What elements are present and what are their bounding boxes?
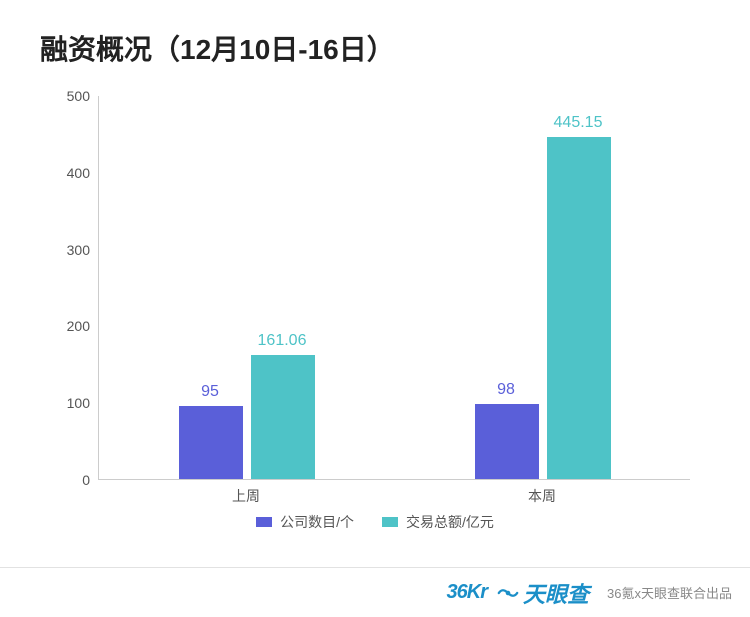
bar-value-label: 445.15 bbox=[554, 114, 603, 132]
y-tick: 200 bbox=[40, 318, 90, 334]
footer: 36Kr 天眼查 36氪x天眼查联合出品 bbox=[0, 567, 750, 617]
bar-value-label: 95 bbox=[201, 383, 219, 401]
y-tick: 400 bbox=[40, 165, 90, 181]
legend-label: 公司数目/个 bbox=[280, 512, 354, 532]
brand-tianyancha: 天眼查 bbox=[497, 577, 589, 609]
bar-value-label: 161.06 bbox=[258, 332, 307, 350]
legend-label: 交易总额/亿元 bbox=[406, 512, 494, 532]
plot-region bbox=[98, 96, 690, 480]
y-tick: 500 bbox=[40, 88, 90, 104]
legend-swatch bbox=[256, 517, 272, 527]
chart-title: 融资概况（12月10日-16日） bbox=[40, 28, 710, 68]
legend-item: 交易总额/亿元 bbox=[382, 512, 494, 532]
brand-tianyancha-text: 天眼查 bbox=[523, 577, 589, 609]
x-category-label: 上周 bbox=[232, 486, 260, 506]
y-tick: 100 bbox=[40, 395, 90, 411]
brand-36kr-logo: 36Kr bbox=[447, 581, 487, 604]
bar bbox=[547, 137, 611, 479]
x-category-label: 本周 bbox=[528, 486, 556, 506]
eye-wave-icon bbox=[497, 582, 519, 604]
legend: 公司数目/个 交易总额/亿元 bbox=[40, 512, 710, 532]
y-tick: 0 bbox=[40, 472, 90, 488]
legend-swatch bbox=[382, 517, 398, 527]
legend-item: 公司数目/个 bbox=[256, 512, 354, 532]
chart-container: 融资概况（12月10日-16日） 公司数目/个 交易总额/亿元 0 100 200 30… bbox=[0, 0, 750, 617]
bar bbox=[251, 355, 315, 479]
chart-area: 公司数目/个交易总额/亿元 0100200300400500上周95161.06… bbox=[40, 88, 710, 528]
bar bbox=[475, 404, 539, 479]
bar bbox=[179, 406, 243, 479]
footer-credit: 36氪x天眼查联合出品 bbox=[607, 583, 732, 602]
y-tick: 300 bbox=[40, 242, 90, 258]
bar-value-label: 98 bbox=[497, 381, 515, 399]
